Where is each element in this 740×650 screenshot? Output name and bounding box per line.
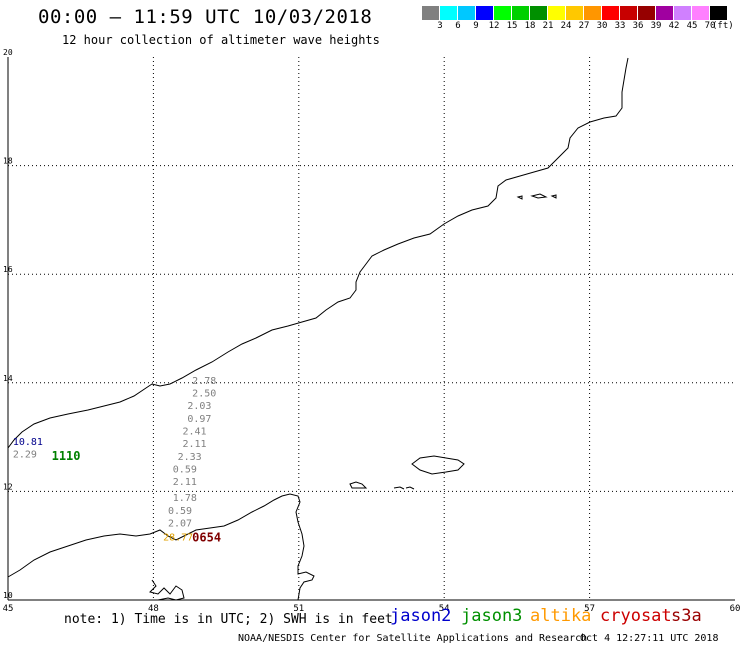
color-scale-label: 18 <box>524 21 536 31</box>
lon-tick-label: 57 <box>584 604 595 614</box>
observations: 2.782.502.030.972.412.112.330.592.111.78… <box>13 376 216 543</box>
coastline-somalia <box>7 493 315 601</box>
color-scale-labels: 3 6 9 12 15 18 21 24 27 30 33 36 39 42 45 70 <box>422 21 719 31</box>
color-scale-label: 9 <box>473 21 479 31</box>
color-scale-label: 24 <box>560 21 572 31</box>
color-swatch <box>710 6 728 20</box>
wave-height-value: 2.41 <box>182 426 206 437</box>
footer-note: note: 1) Time is in UTC; 2) SWH is in fe… <box>64 612 393 627</box>
color-scale-label: 33 <box>614 21 626 31</box>
satellite-name-jason2: jason2 <box>390 606 452 626</box>
lat-tick-label: 10 <box>3 591 13 600</box>
color-swatch <box>602 6 620 20</box>
island-small-1 <box>393 486 405 490</box>
lat-tick-label: 12 <box>3 482 13 491</box>
color-scale-unit: (ft) <box>712 21 734 31</box>
color-scale-label: 12 <box>488 21 500 31</box>
color-scale-label: 3 <box>437 21 443 31</box>
color-swatch <box>476 6 494 20</box>
wave-height-value: 0.59 <box>168 506 192 517</box>
wave-height-value: 2.03 <box>187 401 211 412</box>
color-swatch <box>440 6 458 20</box>
island-kuria-3 <box>550 194 557 199</box>
color-swatch <box>620 6 638 20</box>
lat-tick-label: 14 <box>3 374 13 383</box>
timestamp: Oct 4 12:27:11 UTC 2018 <box>580 633 719 644</box>
color-swatch <box>530 6 548 20</box>
color-swatch <box>674 6 692 20</box>
island-kuria-2 <box>530 193 548 199</box>
pass-labels: 1110 0654 <box>52 449 221 544</box>
color-swatch <box>638 6 656 20</box>
color-scale-label: 45 <box>686 21 698 31</box>
color-swatch <box>494 6 512 20</box>
color-scale-label: 6 <box>455 21 461 31</box>
wave-height-value: 2.07 <box>168 519 192 530</box>
color-scale-label: 27 <box>578 21 590 31</box>
map-subtitle: 12 hour collection of altimeter wave hei… <box>62 33 380 47</box>
pass-time-label: 1110 <box>52 449 81 463</box>
wave-height-value: 0.97 <box>187 414 211 425</box>
color-scale-label: 21 <box>542 21 554 31</box>
color-scale-label: 15 <box>506 21 518 31</box>
satellite-name-jason3: jason3 <box>461 606 523 626</box>
color-scale-label: 70 <box>704 21 716 31</box>
color-swatch <box>566 6 584 20</box>
wave-height-value: 2.78 <box>192 376 216 387</box>
wave-height-value: 0.59 <box>173 464 197 475</box>
pass-time-label: 0654 <box>192 530 221 544</box>
lon-tick-label: 45 <box>3 604 14 614</box>
wave-height-value: 10.81 <box>13 437 43 448</box>
color-swatch <box>458 6 476 20</box>
map-title: 00:00 – 11:59 UTC 10/03/2018 <box>38 6 373 28</box>
color-swatch <box>422 6 440 20</box>
lon-tick-label: 54 <box>439 604 450 614</box>
wave-height-value: 2.11 <box>173 477 197 488</box>
lon-tick-label: 48 <box>148 604 159 614</box>
wave-height-value: 2.33 <box>178 452 202 463</box>
lat-tick-label: 16 <box>3 265 13 274</box>
credit-text: NOAA/NESDIS Center for Satellite Applica… <box>238 633 588 644</box>
color-scale <box>422 6 728 20</box>
satellite-name-s3a: s3a <box>671 606 702 626</box>
color-swatch <box>692 6 710 20</box>
lat-tick-label: 20 <box>3 48 13 57</box>
color-swatch <box>656 6 674 20</box>
coastline-arabia <box>7 57 629 449</box>
coastline <box>7 57 629 601</box>
lon-tick-label: 51 <box>293 604 304 614</box>
wave-height-value: 28.77 <box>163 532 193 543</box>
wave-height-value: 2.29 <box>13 450 37 461</box>
coastline-djibouti <box>149 579 185 601</box>
color-scale-label: 42 <box>668 21 680 31</box>
wave-height-value: 2.11 <box>182 439 206 450</box>
map-grid: 45 48 51 54 57 60 20 18 16 14 12 10 <box>3 48 740 614</box>
color-swatch <box>584 6 602 20</box>
color-scale-label: 36 <box>632 21 644 31</box>
satellite-name-cryosat: cryosat <box>600 606 672 626</box>
color-swatch <box>512 6 530 20</box>
lat-tick-label: 18 <box>3 157 13 166</box>
wave-height-value: 2.50 <box>192 388 216 399</box>
island-abd-al-kuri <box>349 481 368 489</box>
island-small-2 <box>405 486 415 490</box>
island-socotra <box>411 455 465 475</box>
island-kuria-1 <box>516 195 523 200</box>
color-swatch <box>548 6 566 20</box>
color-scale-label: 39 <box>650 21 662 31</box>
lon-tick-label: 60 <box>730 604 740 614</box>
color-scale-label: 30 <box>596 21 608 31</box>
wave-height-value: 1.78 <box>173 493 197 504</box>
satellite-name-altika: altika <box>530 606 592 626</box>
